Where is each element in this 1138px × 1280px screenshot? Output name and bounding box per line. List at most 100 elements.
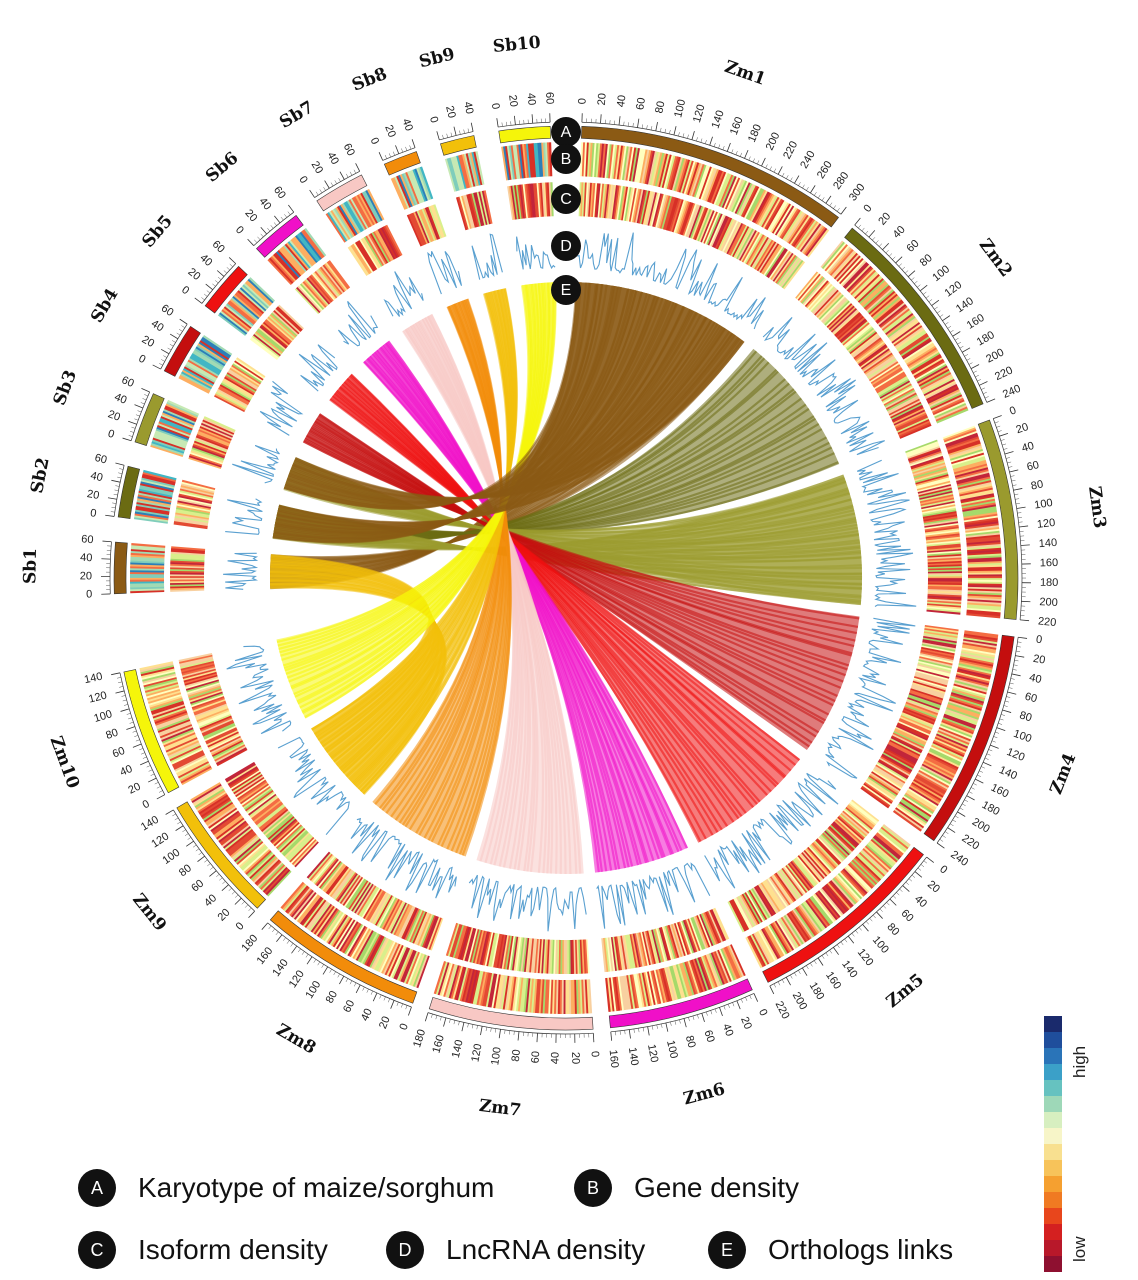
gene-density-sb1: [130, 542, 166, 594]
isoform-density-zm7: [445, 922, 590, 974]
gene-density-sb4: [178, 334, 233, 394]
isoform-density-sb10: [507, 182, 554, 221]
colorbar-cell: [1044, 1160, 1062, 1176]
tick-label: 120: [942, 279, 964, 300]
tick-label: 100: [489, 1046, 504, 1066]
tick-label: 20: [506, 94, 519, 108]
tick-label: 0: [179, 284, 191, 297]
tick-label: 20: [242, 207, 259, 224]
legend: A Karyotype of maize/sorghum B Gene dens…: [78, 1168, 1008, 1278]
tick-label: 140: [954, 295, 976, 315]
colorbar-cell: [1044, 1144, 1062, 1160]
colorbar-high-label: high: [1070, 1045, 1089, 1078]
ortholog-ribbon: [402, 314, 584, 874]
tick-label: 200: [790, 990, 809, 1012]
karyotype-sb1: [113, 541, 128, 595]
tick-label: 100: [664, 1039, 680, 1060]
lncrna-density-zm10: [226, 645, 292, 735]
ticks-sb1: 0 20 40 60: [80, 533, 112, 601]
tick-label: 0: [427, 115, 440, 124]
karyotype-zm1: [581, 125, 839, 228]
lncrna-density-sb4: [259, 380, 304, 436]
tick-label: 220: [773, 999, 792, 1021]
chromosome-label-sb5: Sb5: [138, 211, 177, 251]
tick-label: 180: [980, 799, 1002, 818]
legend-badge-b: B: [574, 1169, 612, 1207]
tick-label: 40: [359, 1007, 375, 1023]
track-badge-letter: C: [560, 191, 572, 208]
tick-label: 20: [925, 878, 942, 895]
tick-label: 180: [746, 123, 764, 145]
gene-density-sb3: [150, 399, 200, 458]
tick-label: 180: [807, 980, 827, 1002]
tick-label: 80: [918, 252, 935, 269]
density-colorbar: [1044, 1016, 1062, 1272]
isoform-density-sb4: [214, 357, 266, 413]
tick-label: 140: [710, 109, 727, 130]
tick-label: 80: [1030, 478, 1044, 492]
tick-label: 180: [975, 329, 997, 349]
lncrna-density-zm4: [825, 617, 916, 779]
tick-label: 180: [239, 933, 260, 955]
legend-item-d: D LncRNA density: [386, 1230, 645, 1270]
lncrna-density-track: [223, 232, 917, 932]
tick-label: 40: [615, 94, 628, 108]
gene-density-zm7: [433, 961, 593, 1015]
tick-label: 20: [443, 105, 458, 120]
lncrna-density-zm6: [596, 862, 711, 929]
track-badge-letter: A: [561, 124, 572, 141]
track-badge-b: B: [551, 144, 581, 174]
isoform-density-zm8: [306, 851, 444, 951]
legend-label-gene-density: Gene density: [634, 1172, 799, 1203]
tick-label: 0: [233, 224, 246, 237]
circos-plot: 0 20 40 60 80 100 120 140 160 180 2002202402602803…: [20, 33, 1109, 1121]
tick-label: 40: [891, 224, 908, 241]
tick-label: 140: [626, 1047, 640, 1067]
tick-label: 40: [256, 195, 273, 212]
tick-label: 60: [81, 533, 94, 546]
tick-label: 0: [398, 1022, 411, 1032]
chromosome-label-zm1: Zm1: [722, 57, 768, 90]
ortholog-ribbon: [329, 373, 801, 843]
tick-label: 0: [861, 202, 874, 214]
tick-label: 100: [93, 708, 114, 725]
tick-label: 160: [728, 115, 746, 136]
chromosome-label-zm10: Zm10: [46, 734, 83, 792]
gene-density-track: [130, 142, 1002, 1015]
tick-label: 120: [691, 103, 708, 124]
chromosome-label-sb6: Sb6: [202, 148, 242, 186]
tick-label: 0: [756, 1007, 769, 1018]
lncrna-density-sb5: [298, 344, 338, 392]
ticks-sb8: 020 40: [368, 117, 416, 161]
tick-label: 40: [461, 101, 475, 115]
tick-label: 80: [683, 1034, 698, 1049]
tick-label: 120: [855, 947, 876, 969]
tick-label: 40: [149, 318, 166, 335]
tick-label: 20: [216, 906, 233, 923]
karyotype-zm8: [269, 910, 418, 1004]
isoform-density-sb8: [406, 204, 447, 247]
chromosome-label-zm9: Zm9: [128, 890, 170, 935]
lncrna-density-sb1: [223, 552, 259, 590]
colorbar-cell: [1044, 1224, 1062, 1240]
tick-label: 200: [764, 131, 783, 153]
gene-density-sb9: [444, 151, 485, 192]
karyotype-sb8: [383, 151, 421, 176]
isoform-density-sb7: [347, 224, 403, 276]
isoform-density-track: [170, 182, 962, 974]
colorbar-cell: [1044, 1016, 1062, 1032]
karyotype-sb4: [163, 325, 201, 377]
karyotype-track: [113, 125, 1019, 1031]
ortholog-links-track: [269, 282, 863, 875]
tick-label: 60: [634, 97, 648, 111]
colorbar-cell: [1044, 1128, 1062, 1144]
legend-badge-d: D: [386, 1231, 424, 1269]
karyotype-zm7: [428, 996, 594, 1031]
chromosome-label-zm5: Zm5: [883, 970, 928, 1012]
gene-density-zm4: [892, 630, 999, 832]
legend-item-a: A Karyotype of maize/sorghum: [78, 1168, 494, 1208]
tick-label: 60: [702, 1029, 717, 1044]
chromosome-label-sb7: Sb7: [276, 97, 317, 132]
tick-label: 60: [904, 238, 921, 255]
